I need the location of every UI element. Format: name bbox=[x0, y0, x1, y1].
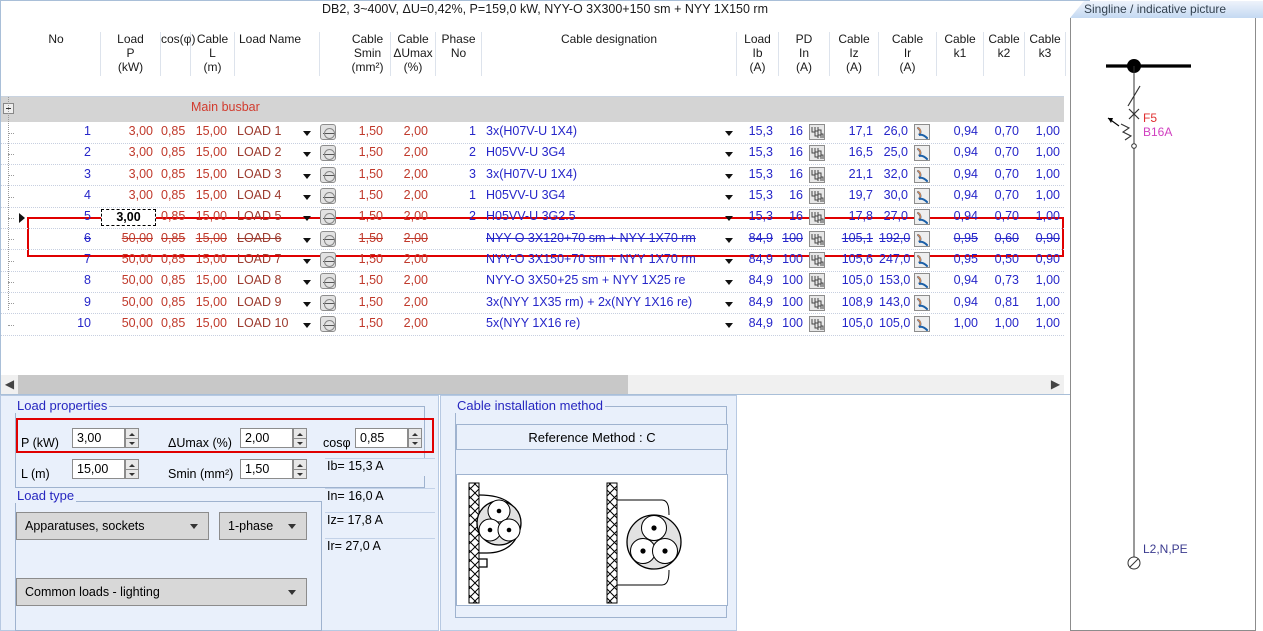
svg-text:B16A: B16A bbox=[1143, 125, 1172, 139]
svg-text:L2,N,PE: L2,N,PE bbox=[1143, 542, 1188, 556]
svg-text:F5: F5 bbox=[1143, 111, 1157, 125]
